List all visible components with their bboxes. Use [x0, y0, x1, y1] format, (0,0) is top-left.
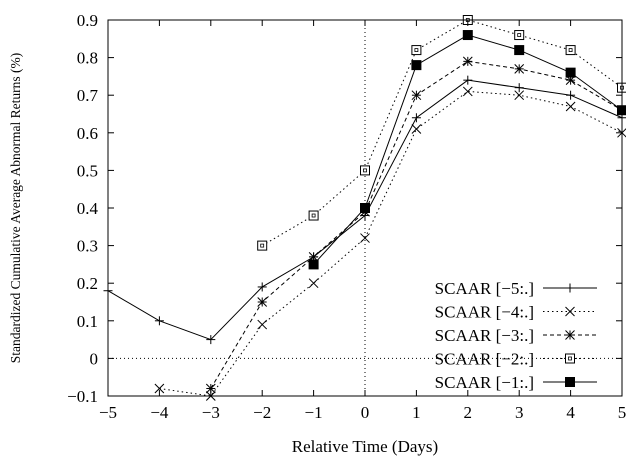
- data-point: [514, 30, 525, 41]
- legend-entry: SCAAR [−1:.]: [435, 373, 597, 392]
- x-tick-label: −2: [253, 403, 271, 422]
- data-point: [566, 90, 576, 100]
- data-point: [411, 124, 422, 134]
- data-point: [257, 297, 268, 307]
- y-axis-label: Standardized Cumulative Average Abnormal…: [8, 53, 23, 364]
- data-point: [411, 90, 422, 101]
- y-tick-label: 0.6: [77, 124, 98, 143]
- data-point: [411, 113, 421, 123]
- x-tick-label: −3: [202, 403, 220, 422]
- series-3: [205, 56, 626, 394]
- axis-ticks: [107, 19, 623, 397]
- legend-entry: SCAAR [−4:.]: [435, 303, 597, 322]
- data-point: [360, 165, 370, 176]
- data-point: [514, 83, 524, 93]
- x-tick-label: 4: [566, 403, 575, 422]
- y-tick-label: 0.8: [77, 49, 98, 68]
- data-point: [360, 203, 370, 213]
- data-point: [462, 86, 473, 97]
- data-point: [514, 45, 525, 56]
- legend-label: SCAAR [−1:.]: [435, 373, 534, 392]
- x-tick-label: −4: [150, 403, 169, 422]
- data-point: [257, 240, 268, 251]
- data-point: [411, 60, 422, 71]
- legend-label: SCAAR [−4:.]: [435, 303, 534, 322]
- series-2: [154, 86, 626, 401]
- series-line: [159, 90, 623, 397]
- data-point: [308, 210, 319, 221]
- series-5: [308, 30, 626, 270]
- y-tick-label: 0.1: [77, 312, 98, 331]
- data-point: [257, 319, 268, 330]
- x-axis-label: Relative Time (Days): [292, 437, 438, 456]
- data-point: [462, 56, 473, 67]
- data-point: [463, 75, 473, 85]
- legend-marker: [565, 283, 575, 293]
- y-tick-label: 0.7: [77, 86, 99, 105]
- data-point: [206, 335, 216, 345]
- x-tick-label: −1: [305, 403, 323, 422]
- data-point: [257, 282, 267, 292]
- x-tick-label: 0: [361, 403, 370, 422]
- y-tick-label: 0.4: [77, 199, 99, 218]
- legend-entry: SCAAR [−5:.]: [435, 279, 597, 298]
- series-line: [210, 60, 623, 389]
- data-point: [154, 383, 165, 394]
- x-tick-label: 1: [412, 403, 421, 422]
- legend-marker: [565, 353, 575, 364]
- data-point: [514, 64, 525, 74]
- data-point: [514, 90, 525, 101]
- data-point: [565, 67, 576, 78]
- data-point: [308, 278, 319, 289]
- y-tick-label: −0.1: [67, 387, 98, 406]
- legend-label: SCAAR [−3:.]: [435, 326, 534, 345]
- data-point: [565, 45, 576, 56]
- y-tick-label: 0.3: [77, 237, 98, 256]
- series-group: [103, 15, 626, 401]
- data-point: [462, 30, 473, 41]
- legend-marker: [565, 377, 575, 387]
- legend: SCAAR [−5:.] SCAAR [−4:.] SCAAR [−3:.] SCAA…: [435, 279, 597, 392]
- legend-entry: SCAAR [−3:.]: [435, 326, 597, 345]
- y-tick-label: 0: [90, 349, 99, 368]
- axis-tick-labels: −5 −4 −3 −2 −1 0 1 2 3 4 5 −0.1 0 0.1 0.2 0.3 0.4 0.5 0.6 0…: [67, 11, 626, 422]
- legend-label: SCAAR [−2:.]: [435, 350, 534, 369]
- x-tick-label: 3: [515, 403, 524, 422]
- legend-entry: SCAAR [−2:.]: [435, 350, 597, 369]
- series-line: [261, 19, 623, 247]
- x-tick-label: 2: [464, 403, 473, 422]
- y-tick-label: 0.5: [77, 161, 98, 180]
- data-point: [308, 259, 319, 270]
- data-point: [360, 233, 370, 243]
- legend-marker: [565, 306, 575, 317]
- data-point: [154, 316, 164, 326]
- x-tick-label: −5: [99, 403, 117, 422]
- data-point: [565, 101, 576, 112]
- x-tick-label: 5: [618, 403, 626, 422]
- y-tick-label: 0.9: [77, 11, 98, 30]
- series-line: [313, 34, 623, 265]
- y-tick-label: 0.2: [77, 274, 98, 293]
- legend-marker: [565, 330, 575, 340]
- legend-label: SCAAR [−5:.]: [435, 279, 534, 298]
- data-point: [411, 45, 422, 56]
